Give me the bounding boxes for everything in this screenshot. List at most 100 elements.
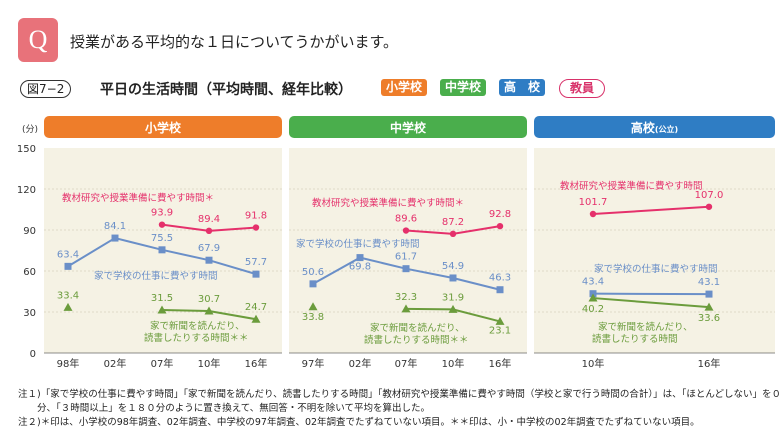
series-annotation: 読書したりする時間＊＊ [364,334,469,346]
series-annotation: 家で新聞を読んだり、 [598,321,693,333]
series-annotation: 家で学校の仕事に費やす時間 [94,270,218,282]
data-label: 63.4 [57,249,79,260]
question-badge: Q [18,18,58,62]
data-label: 32.3 [395,292,417,303]
data-label: 84.1 [104,221,126,232]
data-point [157,305,167,314]
data-point [402,265,410,273]
data-point [589,210,597,218]
figure-tag: 図7−2 [20,80,72,98]
y-tick-label: 0 [30,349,36,360]
chart-area: (分) 0 30 60 90 120 150 小学校 98年 02年 07年 10年 16年 93.9 89… [17,116,775,370]
x-tick-label: 10年 [198,357,221,370]
data-label: 101.7 [579,197,608,208]
data-label: 43.4 [582,277,604,288]
data-label: 107.0 [695,190,724,201]
x-tick-label: 10年 [442,357,465,370]
data-point [111,234,119,242]
data-label: 87.2 [442,217,464,228]
data-label: 67.9 [198,243,220,254]
data-label: 33.8 [302,312,324,323]
note-2: 注２)＊印は、小学校の98年調査、02年調査、中学校の97年調査、02年調査でた… [18,417,700,428]
data-label: 89.6 [395,214,417,225]
y-unit-label: (分) [22,124,38,135]
data-point [252,270,260,278]
x-tick-label: 07年 [151,357,174,370]
note-1: 注１)「家で学校の仕事に費やす時間」「家で新聞を読んだり、読書したりする時間」「… [18,389,782,400]
y-tick-label: 30 [23,308,36,319]
series-annotation: 教材研究や授業準備に費やす時間＊ [62,192,214,204]
data-label: 33.4 [57,290,79,301]
data-label: 24.7 [245,302,267,313]
data-label: 23.1 [489,325,511,336]
data-label: 61.7 [395,252,417,263]
series-annotation: 読書したりする時間＊＊ [144,332,249,344]
data-label: 46.3 [489,273,511,284]
data-point [448,304,458,313]
y-tick-label: 120 [17,185,36,196]
notes: 注１)「家で学校の仕事に費やす時間」「家で新聞を読んだり、読書したりする時間」「… [18,388,782,430]
series-annotation: 教材研究や授業準備に費やす時間＊ [312,197,464,209]
series-annotation: 家で新聞を読んだり、 [150,320,245,332]
x-tick-label: 10年 [582,357,605,370]
y-tick-label: 90 [23,226,36,237]
data-point [495,316,505,325]
data-point [496,286,504,294]
data-label: 57.7 [245,257,267,268]
data-point [704,302,714,311]
data-point [401,304,411,313]
data-point [705,290,713,298]
data-point [205,227,213,235]
note-1-cont: 分、「３時間以上」を１８０分のように置き換えて、無回答・不明を除いて平均を算出し… [18,403,431,414]
panel-header-0 [44,116,282,138]
data-point [449,274,457,282]
data-point [308,302,318,311]
panel-title: 小学校 [145,120,182,135]
series-annotation: 家で学校の仕事に費やす時間 [594,263,718,275]
tag-elementary: 小学校 [381,79,428,96]
x-tick-label: 16年 [698,357,721,370]
data-label: 30.7 [198,294,220,305]
series-line [592,205,710,216]
series-annotation: 家で学校の仕事に費やす時間 [296,238,420,250]
tag-teachers: 教員 [559,79,606,98]
x-tick-label: 97年 [302,357,325,370]
data-label: 31.5 [151,293,173,304]
data-point [158,246,166,254]
data-label: 93.9 [151,208,173,219]
data-point [309,280,317,288]
data-label: 92.8 [489,209,511,220]
data-point [64,262,72,270]
data-label: 69.8 [349,262,371,273]
y-tick-label: 150 [17,144,36,155]
data-label: 40.2 [582,304,604,315]
data-point [449,230,457,238]
data-label: 31.9 [442,292,464,303]
data-point [496,222,504,230]
panel-title: 中学校 [390,120,427,135]
data-point [588,293,598,302]
series-annotation: 読書したりする時間 [592,333,678,345]
series-annotation: 家で新聞を読んだり、 [370,322,465,334]
data-point [204,306,214,315]
series-annotation: 教材研究や授業準備に費やす時間 [560,180,703,192]
data-label: 50.6 [302,267,324,278]
figure-title: 平日の生活時間（平均時間、経年比較） [100,82,352,98]
data-label: 33.6 [698,313,720,324]
data-point [252,224,260,231]
data-point [63,302,73,311]
panel-header-1 [289,116,527,138]
y-tick-label: 60 [23,267,36,278]
data-point [158,221,166,228]
data-label: 43.1 [698,277,720,288]
plot-background [534,148,775,353]
data-label: 89.4 [198,214,220,225]
x-tick-label: 02年 [104,357,127,370]
question-text: 授業がある平均的な１日についてうかがいます。 [70,33,399,51]
x-tick-label: 07年 [395,357,418,370]
data-label: 91.8 [245,211,267,222]
data-point [705,203,713,210]
series-line [592,297,710,309]
panel-header-2 [534,116,775,138]
data-label: 75.5 [151,233,173,244]
